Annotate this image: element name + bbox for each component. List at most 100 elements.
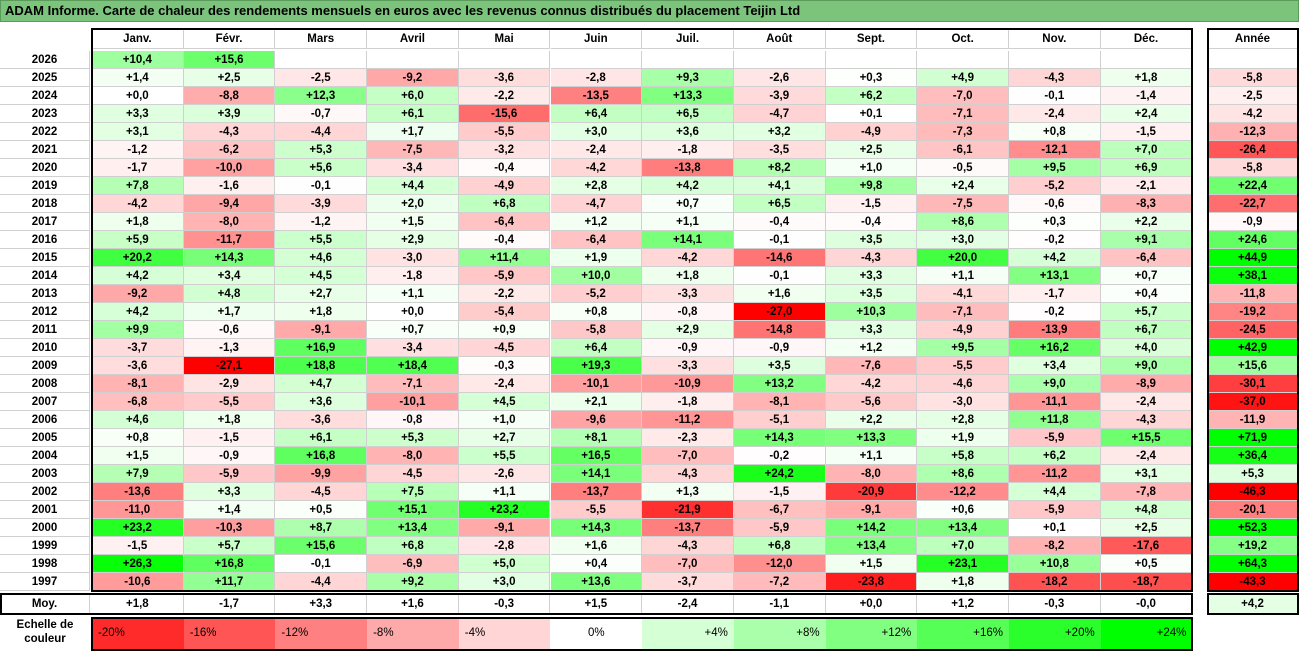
heatmap-cell: +4,9: [917, 69, 1009, 87]
heatmap-cell: -8,8: [183, 87, 276, 105]
annual-header: Année: [1208, 29, 1298, 49]
heatmap-cell: +4,2: [1009, 249, 1101, 267]
heatmap-cell: +1,8: [275, 303, 368, 321]
year-label: 2001: [0, 501, 90, 519]
heatmap-cell: [1009, 51, 1101, 69]
heatmap-cell: -1,5: [733, 483, 826, 501]
heatmap-cell: -2,4: [458, 375, 551, 393]
heatmap-cell: +6,0: [367, 87, 459, 105]
heatmap-cell: -11,1: [1009, 393, 1101, 411]
heatmap-cell: -1,5: [183, 429, 276, 447]
heatmap-cell: +9,5: [1009, 159, 1101, 177]
heatmap-cell: -3,3: [642, 357, 734, 375]
heatmap-cell: +1,1: [642, 213, 734, 231]
heatmap-cell: -2,2: [458, 87, 551, 105]
heatmap-cell: -12,2: [917, 483, 1009, 501]
heatmap-cell: -4,9: [917, 321, 1009, 339]
heatmap-cell: -6,7: [733, 501, 826, 519]
heatmap-cell: -13,6: [92, 483, 184, 501]
heatmap-cell: +1,8: [642, 267, 734, 285]
heatmap-cell: -4,2: [92, 195, 184, 213]
heatmap-cell: -7,1: [367, 375, 459, 393]
heatmap-cell: -27,1: [183, 357, 276, 375]
heatmap-cell: +1,8: [1100, 69, 1193, 87]
heatmap-cell: +13,4: [917, 519, 1009, 537]
heatmap-cell: +0,8: [92, 429, 184, 447]
heatmap-cell: -0,9: [733, 339, 826, 357]
heatmap-cell: [825, 51, 918, 69]
heatmap-cell: +13,4: [367, 519, 459, 537]
heatmap-cell: -0,2: [733, 447, 826, 465]
heatmap-cell: +4,0: [1100, 339, 1193, 357]
heatmap-cell: -0,8: [367, 411, 459, 429]
heatmap-cell: -15,6: [458, 105, 551, 123]
heatmap-cell: -1,8: [642, 393, 734, 411]
heatmap-cell: -9,1: [825, 501, 918, 519]
heatmap-cell: +13,4: [825, 537, 918, 555]
heatmap-cell: +5,5: [458, 447, 551, 465]
annual-cell: -11,8: [1208, 285, 1298, 303]
year-label: 2012: [0, 303, 90, 321]
heatmap-cell: +6,5: [733, 195, 826, 213]
heatmap-cell: +12,3: [275, 87, 368, 105]
heatmap-cell: +0,0: [92, 87, 184, 105]
heatmap-cell: -5,5: [550, 501, 643, 519]
heatmap-cell: +5,9: [92, 231, 184, 249]
heatmap-cell: +1,2: [550, 213, 643, 231]
heatmap-cell: -4,5: [367, 465, 459, 483]
heatmap-cell: +11,7: [183, 573, 276, 591]
heatmap-cell: +15,6: [275, 537, 368, 555]
heatmap-cell: -0,4: [825, 213, 918, 231]
heatmap-cell: +5,8: [917, 447, 1009, 465]
heatmap-cell: -10,6: [92, 573, 184, 591]
year-label: 2003: [0, 465, 90, 483]
heatmap-cell: -12,1: [1009, 141, 1101, 159]
heatmap-cell: +8,1: [550, 429, 643, 447]
heatmap-cell: +4,2: [92, 267, 184, 285]
heatmap-cell: +3,3: [825, 267, 918, 285]
heatmap-cell: -5,5: [458, 123, 551, 141]
heatmap-cell: -4,9: [458, 177, 551, 195]
heatmap-cell: +5,3: [275, 141, 368, 159]
heatmap-cell: +3,6: [642, 123, 734, 141]
heatmap-cell: -1,7: [92, 159, 184, 177]
heatmap-cell: -13,9: [1009, 321, 1101, 339]
average-cell: +1,5: [550, 594, 643, 614]
heatmap-cell: -5,2: [550, 285, 643, 303]
heatmap-cell: +3,9: [183, 105, 276, 123]
heatmap-cell: +6,8: [458, 195, 551, 213]
heatmap-cell: -7,2: [733, 573, 826, 591]
heatmap-cell: +9,9: [92, 321, 184, 339]
heatmap-cell: +16,8: [183, 555, 276, 573]
heatmap-cell: -12,0: [733, 555, 826, 573]
heatmap-cell: +1,1: [825, 447, 918, 465]
heatmap-cell: -10,9: [642, 375, 734, 393]
heatmap-cell: -0,4: [733, 213, 826, 231]
heatmap-cell: -1,3: [183, 339, 276, 357]
heatmap-cell: +15,5: [1100, 429, 1193, 447]
heatmap-cell: +1,6: [733, 285, 826, 303]
annual-cell: [1208, 51, 1298, 69]
year-label: 2011: [0, 321, 90, 339]
average-cell: +0,0: [825, 594, 918, 614]
heatmap-cell: -7,5: [367, 141, 459, 159]
annual-cell: -4,2: [1208, 105, 1298, 123]
year-label: 2026: [0, 51, 90, 69]
heatmap-cell: +6,5: [642, 105, 734, 123]
heatmap-cell: -4,2: [825, 375, 918, 393]
heatmap-cell: -7,0: [642, 555, 734, 573]
heatmap-cell: +14,1: [550, 465, 643, 483]
heatmap-cell: +14,2: [825, 519, 918, 537]
average-cell: -0,3: [458, 594, 551, 614]
heatmap-cell: -8,3: [1100, 195, 1193, 213]
heatmap-cell: +13,6: [550, 573, 643, 591]
heatmap-cell: +1,1: [367, 285, 459, 303]
heatmap-cell: +23,1: [917, 555, 1009, 573]
heatmap-cell: +4,4: [367, 177, 459, 195]
heatmap-cell: -4,2: [550, 159, 643, 177]
heatmap-cell: +1,7: [183, 303, 276, 321]
heatmap-cell: -1,5: [1100, 123, 1193, 141]
annual-cell: -24,5: [1208, 321, 1298, 339]
heatmap-cell: -4,4: [275, 123, 368, 141]
annual-cell: +42,9: [1208, 339, 1298, 357]
